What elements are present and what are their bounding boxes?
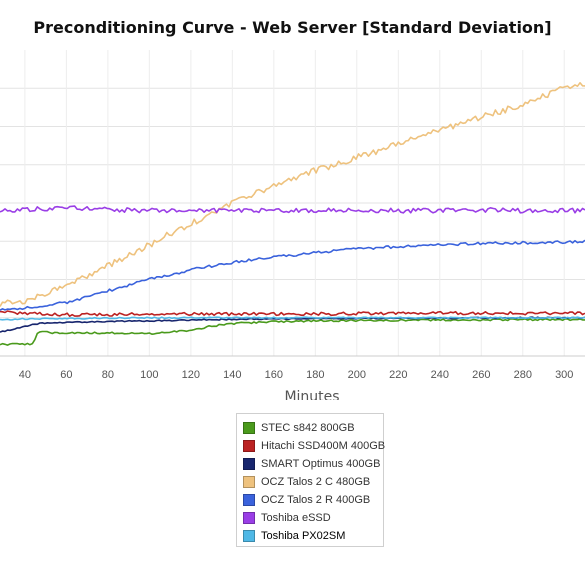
x-tick-labels: 40 60 80 100 120 140 160 180 200 220 240 260 280 300: [19, 369, 574, 381]
series-line-4: [0, 239, 585, 311]
legend-label: Toshiba PX02SM: [261, 530, 346, 542]
chart-title: Preconditioning Curve - Web Server [Stan…: [33, 18, 552, 37]
gridlines: [0, 50, 585, 357]
x-tick-260: 260: [472, 369, 490, 381]
legend: STEC s842 800GB Hitachi SSD400M 400GB SMAR…: [236, 413, 385, 547]
legend-swatch: [243, 494, 255, 506]
legend-item[interactable]: Hitachi SSD400M 400GB: [243, 437, 385, 455]
x-tick-160: 160: [265, 369, 283, 381]
x-tick-120: 120: [182, 369, 200, 381]
legend-label: Hitachi SSD400M 400GB: [261, 440, 386, 452]
legend-label: OCZ Talos 2 C 480GB: [261, 476, 371, 488]
legend-label: STEC s842 800GB: [261, 422, 355, 434]
series-line-5: [0, 205, 585, 214]
x-axis-label: Minutes: [284, 389, 339, 400]
legend-item[interactable]: OCZ Talos 2 R 400GB: [243, 491, 377, 509]
series-line-0: [0, 317, 585, 346]
legend-label: SMART Optimus 400GB: [261, 458, 381, 470]
legend-swatch: [243, 530, 255, 542]
series-layer: [0, 82, 585, 346]
x-tick-280: 280: [514, 369, 532, 381]
x-tick-60: 60: [60, 369, 72, 381]
x-tick-100: 100: [140, 369, 158, 381]
legend-item[interactable]: SMART Optimus 400GB: [243, 455, 381, 473]
x-tick-140: 140: [223, 369, 241, 381]
x-tick-300: 300: [555, 369, 573, 381]
series-line-3: [0, 82, 585, 307]
legend-swatch: [243, 440, 255, 452]
series-line-1: [0, 310, 585, 318]
legend-swatch: [243, 476, 255, 488]
plot-area: 40 60 80 100 120 140 160 180 200 220 240 260 280 300 …: [0, 50, 585, 400]
legend-swatch: [243, 458, 255, 470]
legend-swatch: [243, 422, 255, 434]
legend-item[interactable]: OCZ Talos 2 C 480GB: [243, 473, 377, 491]
x-tick-200: 200: [348, 369, 366, 381]
x-tick-220: 220: [389, 369, 407, 381]
x-tick-240: 240: [431, 369, 449, 381]
legend-item[interactable]: STEC s842 800GB: [243, 419, 377, 437]
legend-item[interactable]: Toshiba PX02SM: [243, 527, 377, 545]
x-tick-80: 80: [102, 369, 114, 381]
x-tick-180: 180: [306, 369, 324, 381]
legend-item[interactable]: Toshiba eSSD: [243, 509, 377, 527]
legend-label: Toshiba eSSD: [261, 512, 331, 524]
x-tick-40: 40: [19, 369, 31, 381]
series-line-6: [0, 316, 585, 321]
legend-label: OCZ Talos 2 R 400GB: [261, 494, 371, 506]
legend-swatch: [243, 512, 255, 524]
